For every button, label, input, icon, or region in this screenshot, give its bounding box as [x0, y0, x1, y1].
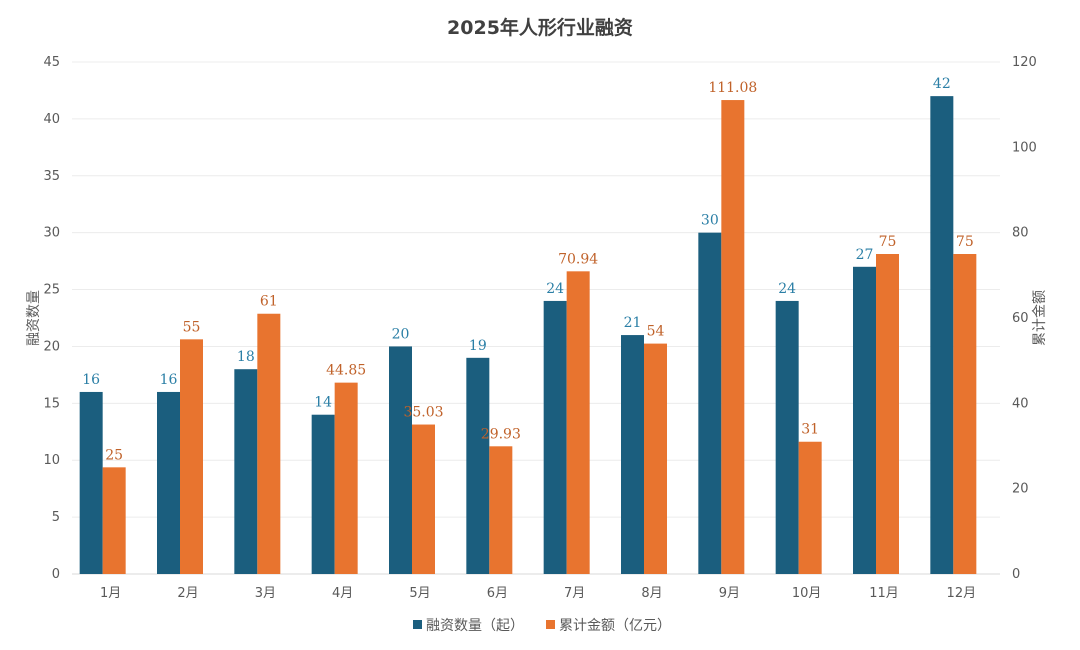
data-label-amount: 61: [260, 294, 278, 310]
bar-amount: [721, 100, 745, 575]
bar-amount: [644, 343, 667, 574]
y-tick-label: 15: [43, 396, 60, 411]
x-tick-label: 3月: [255, 586, 276, 601]
bar-amount: [489, 446, 513, 574]
data-label-count: 20: [392, 326, 410, 342]
x-tick-label: 1月: [100, 586, 121, 601]
y-tick-label: 40: [43, 112, 60, 127]
y-axis-label: 融资数量: [26, 290, 42, 346]
bar-count: [311, 414, 335, 574]
y2-tick-label: 60: [1012, 311, 1029, 326]
data-label-count: 24: [546, 281, 564, 297]
y2-tick-label: 40: [1012, 396, 1029, 411]
bar-amount: [953, 254, 977, 574]
y2-tick-label: 120: [1012, 55, 1037, 70]
bar-amount: [566, 271, 590, 574]
data-label-amount: 75: [956, 234, 974, 250]
legend-swatch-count: [413, 620, 422, 629]
y-tick-label: 20: [43, 339, 60, 354]
bar-count: [466, 357, 490, 574]
data-label-count: 24: [778, 281, 796, 297]
data-label-amount: 111.08: [708, 80, 757, 96]
bar-amount: [257, 313, 281, 574]
bar-amount: [102, 467, 126, 574]
bar-count: [930, 96, 954, 574]
bar-amount: [180, 339, 203, 574]
gridlines: [72, 61, 1000, 575]
x-tick-label: 7月: [564, 586, 585, 601]
data-label-amount: 44.85: [326, 363, 366, 379]
data-label-amount: 70.94: [558, 251, 598, 267]
bar-count: [853, 266, 876, 574]
legend: 融资数量（起） 累计金额（亿元）: [413, 618, 671, 634]
legend-label-count: 融资数量（起）: [426, 618, 524, 634]
bar-count: [698, 232, 722, 574]
x-tick-label: 2月: [177, 586, 198, 601]
data-label-count: 27: [856, 247, 874, 263]
x-tick-label: 11月: [869, 586, 899, 601]
data-label-count: 14: [314, 395, 332, 411]
data-label-count: 21: [624, 315, 642, 331]
data-label-amount: 75: [879, 234, 897, 250]
bar-count: [775, 300, 799, 574]
bar-count: [234, 369, 258, 574]
y-tick-label: 0: [52, 567, 60, 582]
y2-tick-label: 100: [1012, 140, 1037, 155]
data-label-count: 19: [469, 338, 487, 354]
y-tick-label: 45: [43, 55, 60, 70]
y2-tick-label: 80: [1012, 226, 1029, 241]
data-label-count: 16: [160, 372, 178, 388]
x-tick-label: 12月: [947, 586, 977, 601]
bars: 16 25 16 55 18 61 14 44.85 20 35.03 19 29.93 24 70.94…: [79, 76, 977, 575]
bar-count: [389, 346, 412, 574]
chart-title: 2025年人形行业融资: [447, 16, 633, 39]
y-tick-label: 10: [43, 453, 60, 468]
x-tick-label: 10月: [792, 586, 822, 601]
y-tick-label: 25: [43, 283, 60, 298]
legend-swatch-amount: [546, 620, 555, 629]
y-tick-label: 5: [52, 510, 60, 525]
y2-tick-label: 20: [1012, 482, 1029, 497]
bar-amount: [334, 382, 358, 574]
y2-axis-label: 累计金额: [1032, 290, 1048, 346]
x-tick-label: 6月: [487, 586, 508, 601]
data-label-amount: 31: [801, 422, 819, 438]
data-label-amount: 54: [647, 324, 665, 340]
x-tick-label: 8月: [641, 586, 662, 601]
x-tick-label: 5月: [409, 586, 430, 601]
bar-amount: [798, 441, 822, 574]
bar-count: [621, 335, 644, 574]
data-label-count: 16: [82, 372, 100, 388]
axis-ticks: 0 5 10 15 20 25 30 35 40 45 0 20 40 60 80 100 120 1月 2月 3月 4…: [43, 55, 1036, 601]
data-label-amount: 55: [183, 319, 201, 335]
legend-label-amount: 累计金额（亿元）: [559, 618, 671, 634]
data-label-count: 42: [933, 76, 951, 92]
bar-amount: [876, 254, 899, 574]
y-tick-label: 35: [43, 169, 60, 184]
bar-count: [79, 391, 103, 574]
data-label-count: 30: [701, 213, 719, 229]
bar-count: [543, 300, 567, 574]
bar-count: [157, 391, 180, 574]
y-tick-label: 30: [43, 226, 60, 241]
data-label-amount: 29.93: [481, 426, 521, 442]
data-label-amount: 35.03: [403, 405, 443, 421]
x-tick-label: 9月: [719, 586, 740, 601]
x-tick-label: 4月: [332, 586, 353, 601]
bar-amount: [412, 424, 435, 574]
data-label-count: 18: [237, 349, 255, 365]
data-label-amount: 25: [105, 447, 123, 463]
y2-tick-label: 0: [1012, 567, 1020, 582]
